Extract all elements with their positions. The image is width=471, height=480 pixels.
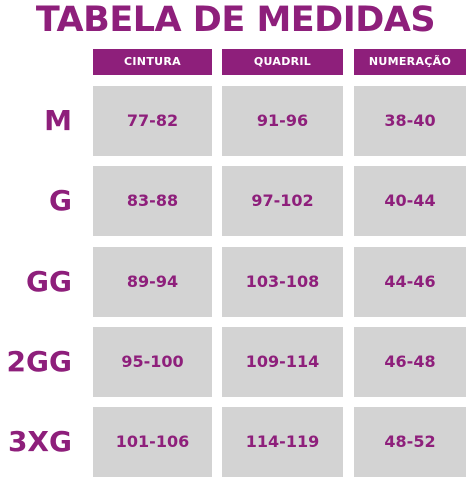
page-title: TABELA DE MEDIDAS (35, 0, 436, 40)
cell-gg-cintura: 89-94 (93, 247, 212, 317)
column-header-quadril: QUADRIL (222, 49, 343, 75)
cell-3xg-quadril: 114-119 (222, 407, 343, 477)
cell-3xg-cintura: 101-106 (93, 407, 212, 477)
cell-2gg-quadril: 109-114 (222, 327, 343, 397)
size-label-3xg: 3XG (7, 425, 72, 458)
size-label-m: M (44, 104, 72, 137)
cell-g-cintura: 83-88 (93, 166, 212, 236)
cell-2gg-numeracao: 46-48 (354, 327, 466, 397)
column-header-cintura: CINTURA (93, 49, 212, 75)
cell-gg-quadril: 103-108 (222, 247, 343, 317)
cell-g-quadril: 97-102 (222, 166, 343, 236)
size-label-2gg: 2GG (6, 345, 72, 378)
cell-3xg-numeracao: 48-52 (354, 407, 466, 477)
column-header-numeracao: NUMERAÇÃO (354, 49, 466, 75)
cell-g-numeracao: 40-44 (354, 166, 466, 236)
size-label-g: G (49, 184, 72, 217)
cell-2gg-cintura: 95-100 (93, 327, 212, 397)
cell-m-quadril: 91-96 (222, 86, 343, 156)
cell-gg-numeracao: 44-46 (354, 247, 466, 317)
size-label-gg: GG (26, 265, 72, 298)
cell-m-numeracao: 38-40 (354, 86, 466, 156)
cell-m-cintura: 77-82 (93, 86, 212, 156)
